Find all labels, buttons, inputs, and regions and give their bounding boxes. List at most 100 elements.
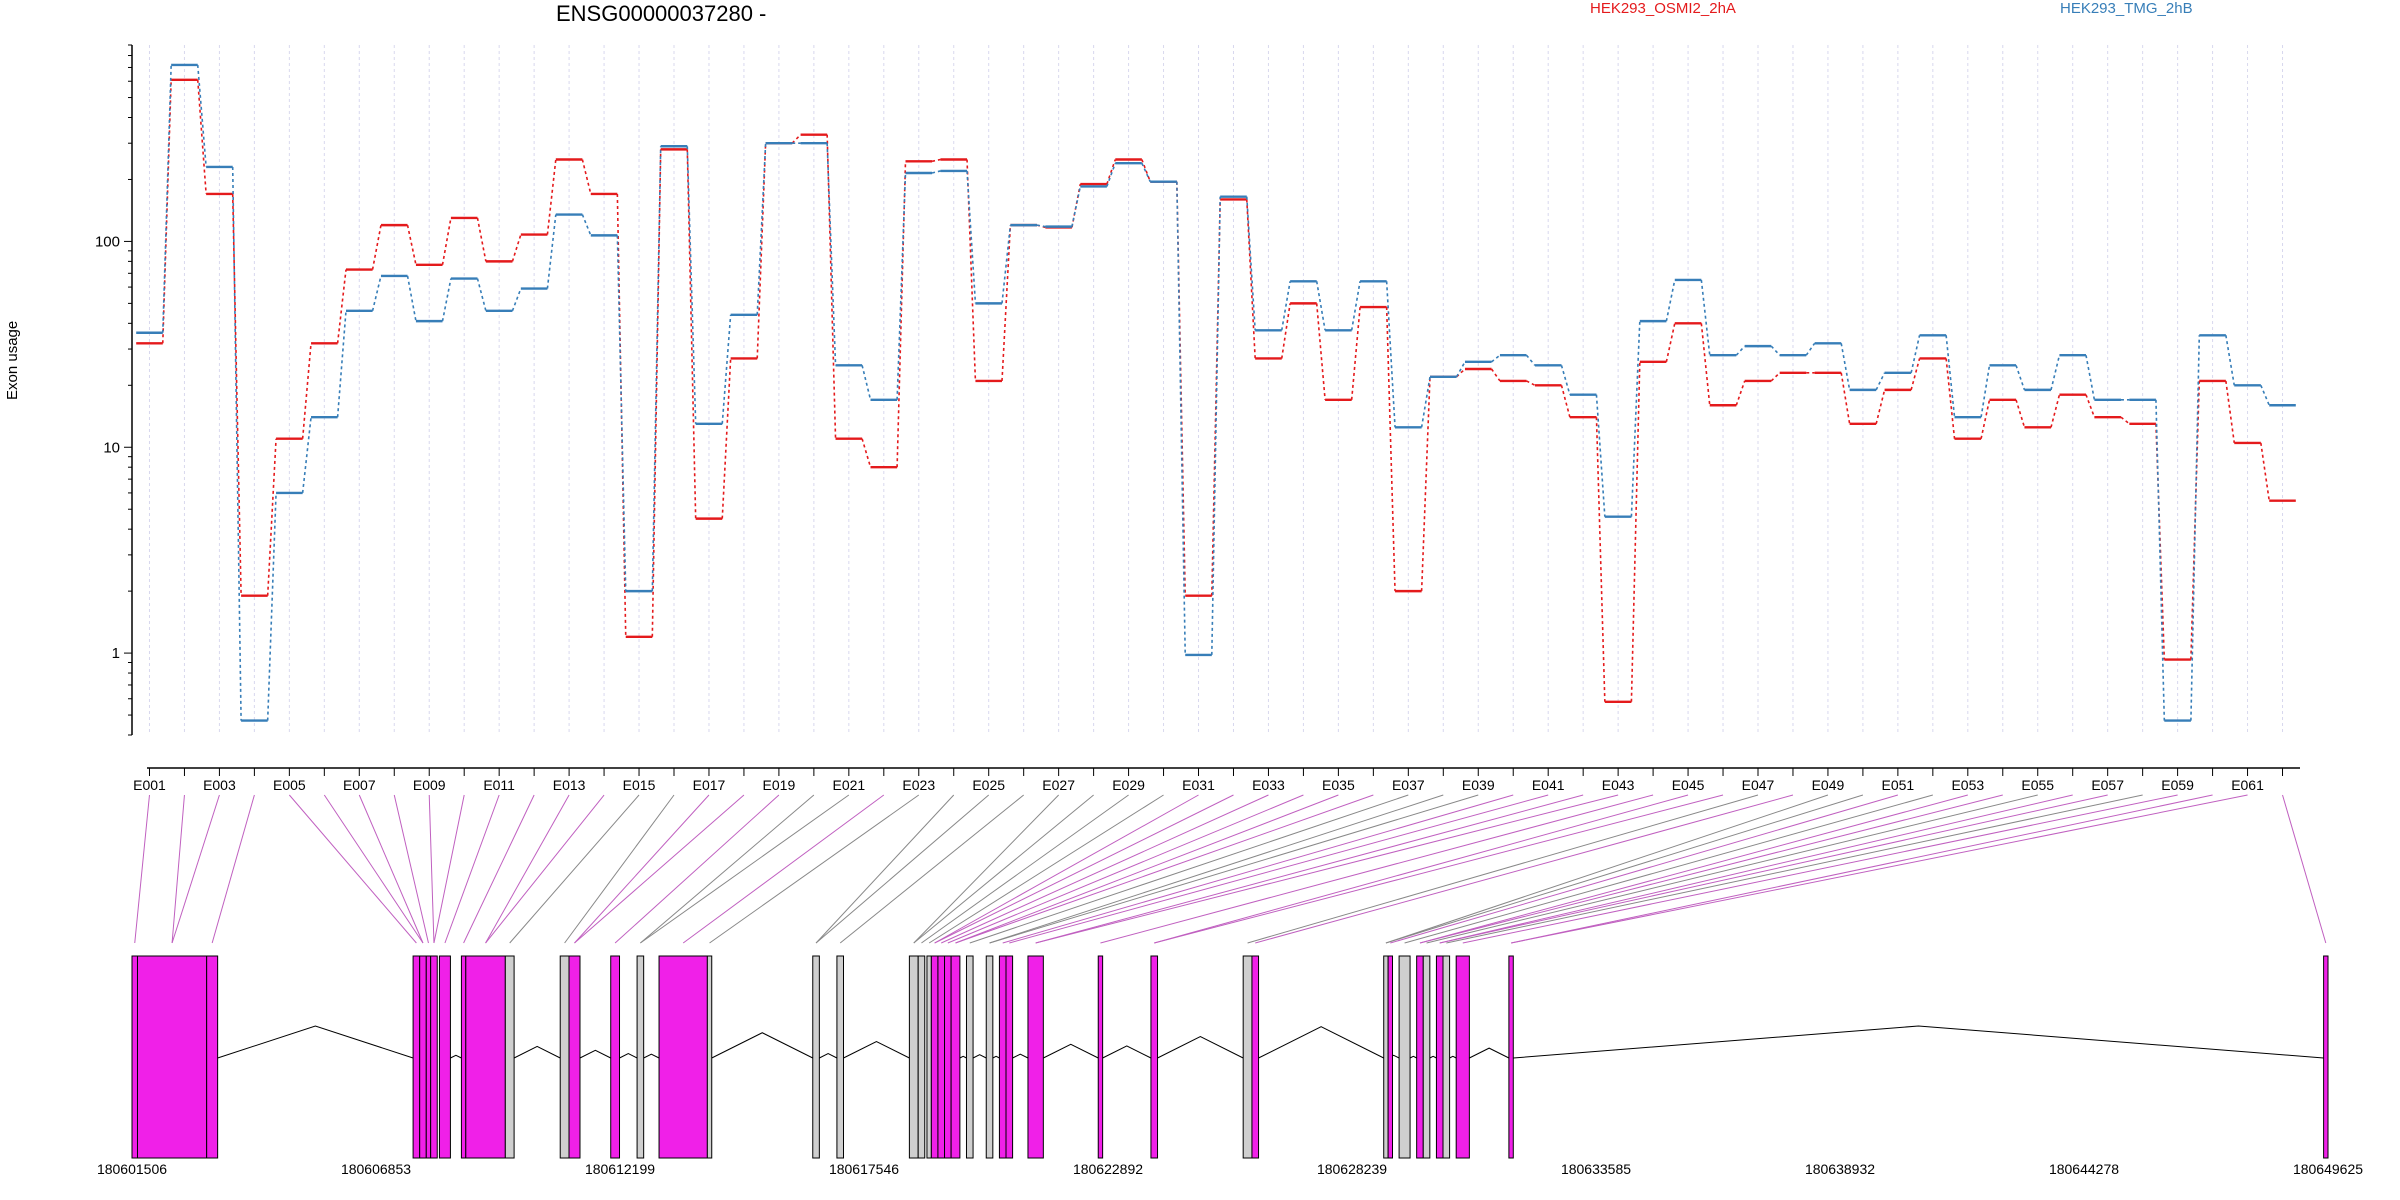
intron-line: [1012, 1053, 1029, 1059]
series-2-connector: [546, 214, 557, 289]
x-tick-label: E049: [1812, 777, 1845, 793]
exon-block: [658, 955, 708, 1159]
series-2-connector: [861, 365, 872, 401]
intron-line: [843, 1040, 910, 1059]
series-2-connector: [1525, 354, 1536, 366]
series-1-connector: [2085, 394, 2096, 418]
x-tick-label: E059: [2161, 777, 2194, 793]
series-1-connector: [2260, 442, 2271, 501]
series-1-connector: [336, 269, 347, 344]
series-2-connector: [371, 275, 382, 312]
exon-guide-line: [134, 794, 150, 944]
series-1-connector: [1490, 368, 1501, 382]
exon-guide-line: [928, 794, 1164, 944]
genomic-coordinate-label: 180628239: [1317, 1161, 1387, 1177]
series-1-connector: [581, 159, 592, 195]
series-2-connector: [1071, 186, 1082, 227]
series-1-connector: [2015, 399, 2026, 428]
exon-guide-line: [934, 794, 1199, 944]
series-1-connector: [861, 438, 872, 468]
exon-guide-line: [955, 794, 1339, 944]
series-2-connector: [2050, 355, 2061, 391]
x-tick-label: E033: [1252, 777, 1285, 793]
exon-guide-line: [1462, 794, 2178, 944]
exon-block: [460, 955, 467, 1159]
exon-guide-line: [947, 794, 1304, 944]
series-1-connector: [1735, 380, 1746, 406]
series-2-connector: [1491, 354, 1501, 363]
series-1-connector: [1350, 306, 1361, 400]
series-2-connector: [1665, 279, 1676, 322]
x-tick-label: E047: [1742, 777, 1775, 793]
exon-block-grey: [908, 955, 919, 1159]
series-2-connector: [1770, 345, 1781, 356]
intron-line: [1258, 1026, 1384, 1059]
legend-entry-series-2: HEK293_TMG_2hB: [2060, 0, 2193, 17]
intron-line: [579, 1049, 611, 1059]
exon-block-grey: [965, 955, 974, 1159]
series-2-connector: [336, 310, 347, 418]
intron-line: [450, 1054, 462, 1059]
exon-guide-line: [1510, 794, 2248, 944]
series-2-connector: [1910, 335, 1921, 373]
exon-guide-line: [989, 794, 1479, 944]
series-1-connector: [1245, 199, 1256, 359]
series-2-connector: [1735, 345, 1746, 356]
exon-block: [430, 955, 438, 1159]
exon-block: [1416, 955, 1424, 1159]
exon-block: [438, 955, 451, 1159]
series-1-connector: [441, 217, 452, 265]
intron-line: [1157, 1036, 1244, 1059]
series-2-connector: [651, 146, 662, 592]
exon-guide-line: [323, 794, 424, 944]
series-1-connector: [721, 358, 732, 519]
exon-block: [419, 955, 427, 1159]
series-2-connector: [2015, 365, 2026, 391]
x-tick-label: E037: [1392, 777, 1425, 793]
exon-guide-line: [211, 794, 255, 944]
exon-guide-line: [2282, 794, 2327, 944]
exon-guide-line: [839, 794, 1024, 944]
exon-guide-line: [1100, 794, 1654, 944]
exon-block: [1027, 955, 1044, 1159]
series-2-connector: [266, 492, 277, 721]
series-2-connector: [2190, 335, 2201, 721]
exon-guide-line: [428, 794, 435, 944]
series-1-connector: [1315, 303, 1326, 400]
x-tick-label: E041: [1532, 777, 1565, 793]
series-2-connector: [826, 143, 837, 366]
exon-block-grey: [706, 955, 713, 1159]
series-2-connector: [1280, 281, 1291, 331]
exon-block: [2323, 955, 2329, 1159]
exon-guide-line: [1510, 794, 2213, 944]
exon-block-grey: [504, 955, 515, 1159]
exon-guide-line: [709, 794, 920, 944]
exon-guide-line: [1035, 794, 1619, 944]
exon-guide-line: [1002, 794, 1514, 944]
x-tick-label: E035: [1322, 777, 1355, 793]
exon-block: [412, 955, 421, 1159]
exon-guide-line: [171, 794, 220, 944]
x-tick-label: E009: [413, 777, 446, 793]
x-tick-label: E025: [972, 777, 1005, 793]
series-1-connector: [1280, 303, 1291, 359]
series-2-connector: [1560, 365, 1571, 395]
exon-guide-line: [574, 794, 745, 944]
exon-guide-line: [463, 794, 535, 944]
exon-guide-line: [913, 794, 1060, 944]
x-tick-label: E003: [203, 777, 236, 793]
series-2-connector: [511, 288, 522, 312]
exon-guide-line: [989, 794, 1444, 944]
y-tick-label: 10: [103, 439, 120, 456]
genomic-coordinate-label: 180617546: [829, 1161, 899, 1177]
series-1-connector: [686, 149, 697, 519]
series-2-connector: [1385, 281, 1396, 428]
series-1-connector: [161, 79, 172, 344]
x-tick-label: E053: [1951, 777, 1984, 793]
intron-line: [1043, 1043, 1099, 1059]
exon-guide-line: [1154, 794, 1689, 944]
series-1-connector: [2120, 416, 2130, 425]
intron-line: [619, 1053, 638, 1059]
exon-block-grey: [926, 955, 932, 1159]
